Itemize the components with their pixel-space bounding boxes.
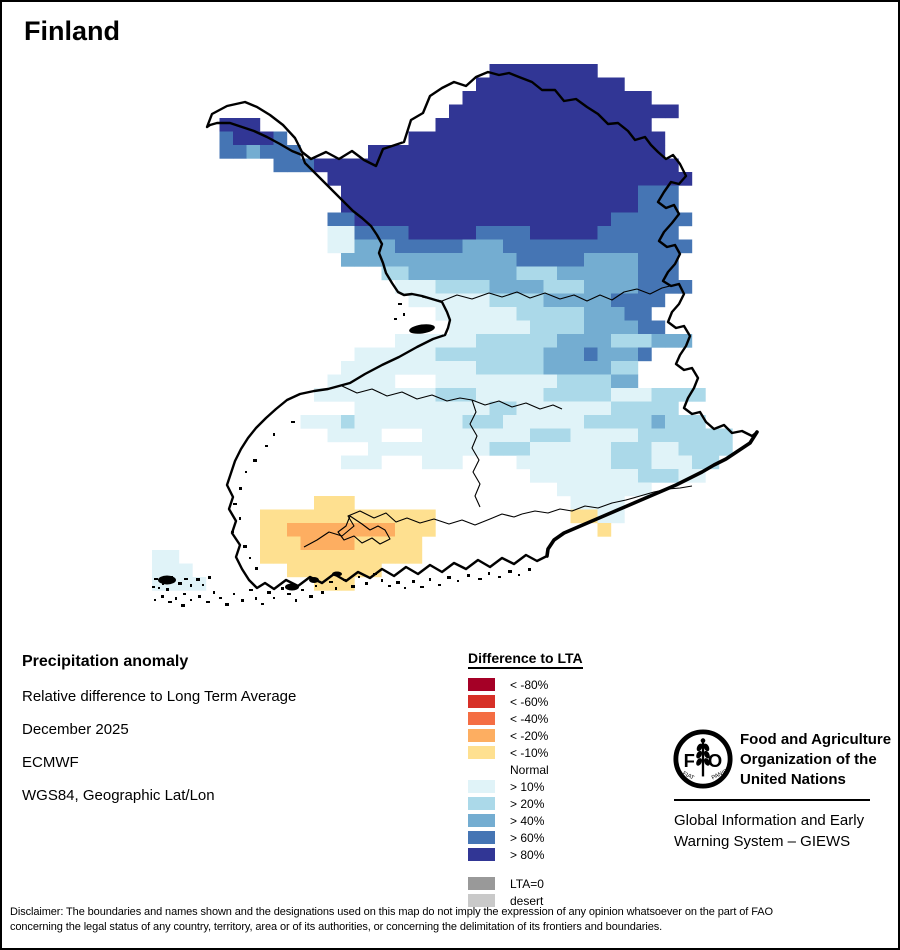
legend-label: < -60% xyxy=(510,694,549,709)
fao-org-name-line1: Food and Agriculture xyxy=(740,731,892,748)
branding-divider xyxy=(674,799,870,801)
fao-org-name: Food and Agriculture Organization of the… xyxy=(740,730,891,790)
legend-swatch xyxy=(468,763,495,776)
legend-item: desert xyxy=(468,892,658,909)
legend-item: LTA=0 xyxy=(468,875,658,892)
legend-label: desert xyxy=(510,893,544,908)
legend-label: < -10% xyxy=(510,745,549,760)
legend-item: > 80% xyxy=(468,846,658,863)
giews-name: Global Information and Early Warning Sys… xyxy=(674,810,864,852)
legend-item: < -10% xyxy=(468,744,658,761)
legend-item: < -20% xyxy=(468,727,658,744)
fao-logo: F O FIAT PANIS xyxy=(673,729,733,789)
legend-swatch xyxy=(468,678,495,691)
legend: Difference to LTA < -80% < -60% < -40% < -2… xyxy=(468,650,658,909)
wheat-ear-icon xyxy=(696,738,710,777)
legend-item: > 10% xyxy=(468,778,658,795)
legend-label: < -20% xyxy=(510,728,549,743)
legend-swatch xyxy=(468,877,495,890)
legend-item: > 20% xyxy=(468,795,658,812)
legend-label: Normal xyxy=(510,762,549,777)
legend-swatch xyxy=(468,797,495,810)
legend-label: > 10% xyxy=(510,779,545,794)
projection-info: WGS84, Geographic Lat/Lon xyxy=(22,787,215,804)
legend-label: > 60% xyxy=(510,830,545,845)
page-title: Finland xyxy=(24,16,120,46)
legend-swatch xyxy=(468,814,495,827)
archipelago-islands xyxy=(152,303,531,607)
giews-line2: Warning System – GIEWS xyxy=(674,833,851,850)
legend-item: > 40% xyxy=(468,812,658,829)
southeast-border xyxy=(545,430,759,558)
legend-label: > 80% xyxy=(510,847,545,862)
legend-label: LTA=0 xyxy=(510,876,544,891)
fao-org-name-line3: United Nations xyxy=(740,771,846,788)
legend-swatch xyxy=(468,695,495,708)
legend-swatch xyxy=(468,780,495,793)
legend-swatch xyxy=(468,894,495,907)
map-description: Relative difference to Long Term Average xyxy=(22,688,297,705)
map-period: December 2025 xyxy=(22,721,129,738)
legend-swatch xyxy=(468,712,495,725)
disclaimer: Disclaimer: The boundaries and names sho… xyxy=(10,905,896,935)
disclaimer-line2: concerning the legal status of any count… xyxy=(10,921,663,933)
giews-line1: Global Information and Early xyxy=(674,812,865,829)
legend-item: Normal xyxy=(468,761,658,778)
fao-motto-fiat: FIAT xyxy=(681,771,695,782)
legend-item: < -60% xyxy=(468,693,658,710)
legend-label: > 40% xyxy=(510,813,545,828)
legend-rows: < -80% < -60% < -40% < -20% < -10% Normal > 10… xyxy=(468,676,658,909)
precipitation-raster xyxy=(152,64,733,591)
legend-item: < -40% xyxy=(468,710,658,727)
legend-swatch xyxy=(468,746,495,759)
legend-title: Difference to LTA xyxy=(468,650,583,669)
fao-logo-letter-f: F xyxy=(684,750,695,771)
data-source: ECMWF xyxy=(22,754,79,771)
legend-item: > 60% xyxy=(468,829,658,846)
legend-swatch xyxy=(468,831,495,844)
map-info-block: Precipitation anomaly Relative differenc… xyxy=(22,653,452,820)
legend-item: < -80% xyxy=(468,676,658,693)
legend-label: > 20% xyxy=(510,796,545,811)
legend-swatch xyxy=(468,729,495,742)
legend-label: < -40% xyxy=(510,711,549,726)
map-subject-heading: Precipitation anomaly xyxy=(22,653,189,670)
legend-label: < -80% xyxy=(510,677,549,692)
fao-logo-letter-o: O xyxy=(708,750,722,771)
legend-swatch xyxy=(468,848,495,861)
fao-org-name-line2: Organization of the xyxy=(740,751,877,768)
disclaimer-line1: Disclaimer: The boundaries and names sho… xyxy=(10,906,773,918)
